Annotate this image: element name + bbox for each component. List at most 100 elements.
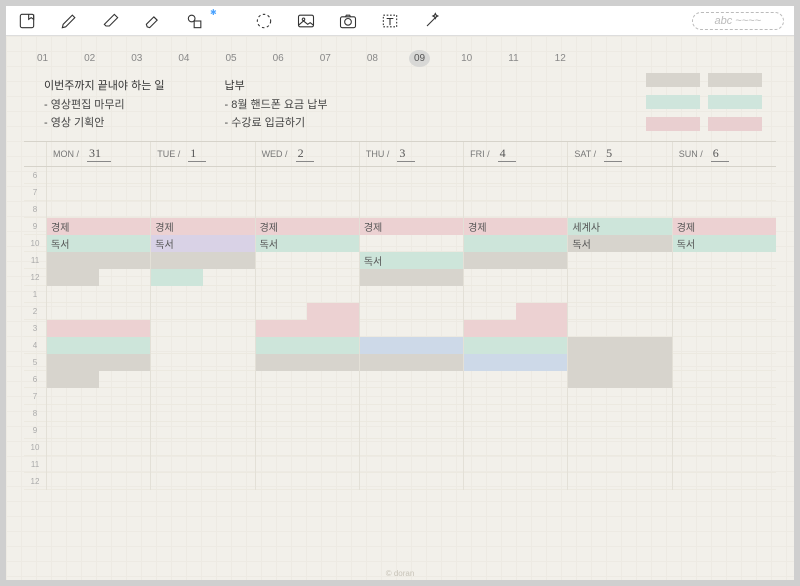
schedule-block[interactable]: 독서 [256, 235, 359, 252]
month-tab[interactable]: 08 [362, 50, 383, 67]
month-tab[interactable]: 07 [315, 50, 336, 67]
schedule-block[interactable]: 독서 [568, 235, 671, 252]
day-column[interactable]: 경제독서 [150, 167, 254, 490]
schedule-block[interactable]: 독서 [151, 235, 254, 252]
pen-icon[interactable] [58, 10, 80, 32]
hour-label: 12 [24, 269, 46, 286]
month-tab[interactable]: 05 [221, 50, 242, 67]
day-date: 3 [397, 146, 415, 162]
schedule-block[interactable] [47, 371, 99, 388]
schedule-grid[interactable]: 6789101112123456789101112경제독서경제독서경제독서경제독… [24, 167, 776, 490]
schedule-block[interactable] [47, 337, 150, 354]
schedule-block[interactable]: 독서 [47, 235, 150, 252]
hour-label: 9 [24, 218, 46, 235]
day-label: SAT / [574, 149, 596, 159]
hour-label: 10 [24, 439, 46, 456]
toolbar: ✱ abc ~~~~ [6, 6, 794, 36]
eraser-icon[interactable] [100, 10, 122, 32]
day-column[interactable]: 경제독서 [46, 167, 150, 490]
month-tab[interactable]: 04 [173, 50, 194, 67]
schedule-block[interactable] [256, 320, 359, 337]
hour-label: 2 [24, 303, 46, 320]
bluetooth-badge: ✱ [210, 8, 217, 17]
schedule-block[interactable] [151, 269, 203, 286]
day-column[interactable]: 경제 [463, 167, 567, 490]
text-icon[interactable] [379, 10, 401, 32]
notes-item: - 영상편집 마무리 [44, 96, 165, 115]
schedule-block[interactable] [464, 354, 567, 371]
schedule-block[interactable]: 경제 [151, 218, 254, 235]
highlighter-icon[interactable] [142, 10, 164, 32]
schedule-block[interactable] [464, 337, 567, 354]
notes-col-2: 납부 - 8월 핸드폰 요금 납부 - 수강료 입금하기 [225, 77, 328, 133]
legend-swatches [646, 73, 762, 131]
schedule-block[interactable] [256, 354, 359, 371]
schedule-block[interactable] [151, 252, 254, 269]
schedule-block[interactable] [464, 320, 567, 337]
schedule-block[interactable]: 경제 [360, 218, 463, 235]
schedule-block[interactable]: 경제 [464, 218, 567, 235]
day-column[interactable]: 경제독서 [359, 167, 463, 490]
swatch-mint [708, 95, 762, 109]
handwriting-field[interactable]: abc ~~~~ [692, 12, 785, 30]
hour-label: 3 [24, 320, 46, 337]
day-label: MON / [53, 149, 79, 159]
day-header: SUN / 6 [672, 142, 776, 166]
hour-label: 8 [24, 405, 46, 422]
schedule-block[interactable]: 세계사 [568, 218, 671, 235]
day-label: SUN / [679, 149, 703, 159]
schedule-block[interactable] [464, 252, 567, 269]
hour-label: 10 [24, 235, 46, 252]
schedule-block[interactable]: 경제 [47, 218, 150, 235]
schedule-block[interactable] [47, 269, 99, 286]
shapes-icon[interactable] [184, 10, 206, 32]
app-frame: ✱ abc ~~~~ 010203040506070809101112 이번주까… [0, 0, 800, 586]
swatch-pink [646, 117, 700, 131]
month-tab[interactable]: 01 [32, 50, 53, 67]
day-header: SAT / 5 [567, 142, 671, 166]
schedule-block[interactable] [568, 354, 671, 371]
notes-col-1: 이번주까지 끝내야 하는 일 - 영상편집 마무리 - 영상 기획안 [44, 77, 165, 133]
month-tab[interactable]: 09 [409, 50, 430, 67]
month-tab[interactable]: 03 [126, 50, 147, 67]
schedule-block[interactable] [47, 252, 150, 269]
schedule-block[interactable]: 독서 [360, 252, 463, 269]
hour-label: 11 [24, 456, 46, 473]
schedule-block[interactable] [360, 354, 463, 371]
schedule-block[interactable] [47, 354, 150, 371]
month-tab[interactable]: 06 [268, 50, 289, 67]
notes-item: - 영상 기획안 [44, 114, 165, 133]
day-header: WED / 2 [255, 142, 359, 166]
day-column[interactable]: 경제독서 [672, 167, 776, 490]
day-label: TUE / [157, 149, 180, 159]
schedule-block[interactable]: 경제 [256, 218, 359, 235]
swatch-mint [646, 95, 700, 109]
month-tab[interactable]: 11 [503, 50, 523, 67]
schedule-block[interactable] [516, 303, 568, 320]
hour-column: 6789101112123456789101112 [24, 167, 46, 490]
schedule-block[interactable] [360, 269, 463, 286]
notes-heading-1: 이번주까지 끝내야 하는 일 [44, 77, 165, 96]
schedule-block[interactable]: 경제 [673, 218, 776, 235]
hour-label: 6 [24, 167, 46, 184]
wand-icon[interactable] [421, 10, 443, 32]
month-tab[interactable]: 02 [79, 50, 100, 67]
schedule-block[interactable] [464, 235, 567, 252]
schedule-block[interactable] [47, 320, 150, 337]
day-column[interactable]: 세계사독서 [567, 167, 671, 490]
schedule-block[interactable] [568, 371, 671, 388]
schedule-block[interactable] [360, 337, 463, 354]
month-tab[interactable]: 10 [456, 50, 477, 67]
schedule-block[interactable] [568, 337, 671, 354]
image-icon[interactable] [295, 10, 317, 32]
camera-icon[interactable] [337, 10, 359, 32]
lasso-icon[interactable] [253, 10, 275, 32]
notes-heading-2: 납부 [225, 77, 328, 96]
day-date: 31 [87, 146, 111, 162]
day-column[interactable]: 경제독서 [255, 167, 359, 490]
note-icon[interactable] [16, 10, 38, 32]
schedule-block[interactable] [307, 303, 359, 320]
schedule-block[interactable] [256, 337, 359, 354]
month-tab[interactable]: 12 [550, 50, 571, 67]
schedule-block[interactable]: 독서 [673, 235, 776, 252]
